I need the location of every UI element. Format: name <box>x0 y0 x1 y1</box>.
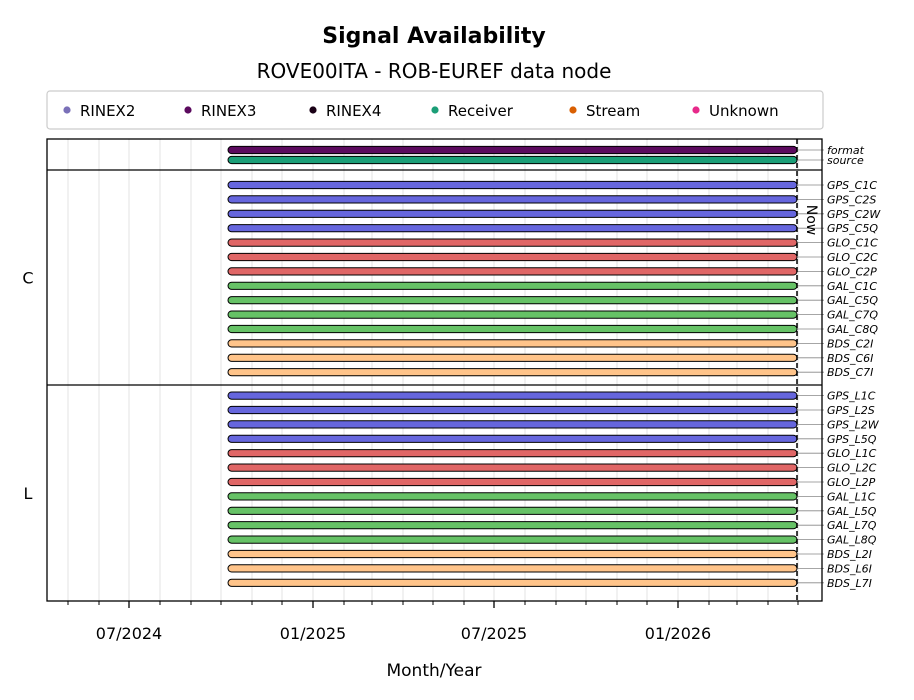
row-label-glo-c2c: GLO_C2C <box>827 251 878 264</box>
bar-bds-l2i <box>227 549 798 559</box>
bar-gal-l1c <box>227 492 798 501</box>
chart-title: Signal Availability <box>322 24 545 49</box>
bar-gal-c1c <box>227 281 798 290</box>
legend-label-receiver: Receiver <box>448 102 514 120</box>
row-label-gal-l7q: GAL_L7Q <box>827 519 877 532</box>
bar-gal-l8q <box>227 535 798 544</box>
bar-glo-l1c <box>227 449 798 458</box>
legend-label-rinex3: RINEX3 <box>201 102 256 120</box>
row-label-glo-c1c: GLO_C1C <box>827 237 878 250</box>
row-label-gps-l5q: GPS_L5Q <box>827 433 877 446</box>
chart-subtitle: ROVE00ITA - ROB-EUREF data node <box>257 59 612 83</box>
rows <box>227 145 824 587</box>
bar-bds-c6i <box>227 353 798 362</box>
row-label-gal-c5q: GAL_C5Q <box>827 294 878 307</box>
row-label-bds-c2i: BDS_C2I <box>827 337 873 350</box>
bar-gal-c8q <box>227 324 798 334</box>
plot-border <box>46 138 823 602</box>
row-label-format: format <box>827 144 865 157</box>
row-label-gal-c8q: GAL_C8Q <box>827 323 878 336</box>
bar-gps-c1c <box>227 180 798 190</box>
bar-bds-l7i <box>227 578 798 587</box>
legend-marker-rinex3 <box>184 106 192 114</box>
legend-item-stream: Stream <box>569 102 640 120</box>
bar-source <box>227 155 798 165</box>
row-label-glo-l1c: GLO_L1C <box>827 447 877 460</box>
legend-item-receiver: Receiver <box>431 102 514 120</box>
legend-item-unknown: Unknown <box>692 102 779 120</box>
bar-bds-c2i <box>227 339 798 348</box>
legend-label-unknown: Unknown <box>709 102 779 120</box>
row-label-gps-l2s: GPS_L2S <box>827 404 875 417</box>
group-label-c: C <box>22 269 33 288</box>
row-label-glo-l2p: GLO_L2P <box>827 476 876 489</box>
legend-marker-unknown <box>692 106 700 114</box>
legend: RINEX2 RINEX3 RINEX4 Receiver Stream Unknown <box>46 90 824 130</box>
bar-gps-c5q <box>227 224 798 233</box>
x-tick-label-07-2024: 07/2024 <box>96 624 162 643</box>
row-label-glo-c2p: GLO_C2P <box>827 265 877 278</box>
legend-marker-receiver <box>431 106 439 114</box>
x-tick-label-01-2026: 01/2026 <box>645 624 711 643</box>
legend-marker-rinex4 <box>309 106 317 114</box>
bar-gal-c7q <box>227 310 798 319</box>
row-label-bds-l7i: BDS_L7I <box>827 577 872 590</box>
row-label-bds-c6i: BDS_C6I <box>827 352 873 365</box>
x-tick-label-01-2025: 01/2025 <box>280 624 346 643</box>
legend-item-rinex2: RINEX2 <box>63 102 135 120</box>
bar-gal-c5q <box>227 296 798 305</box>
bar-bds-c7i <box>227 368 798 377</box>
row-label-gps-l2w: GPS_L2W <box>827 418 880 431</box>
bar-glo-c2p <box>227 267 798 276</box>
bar-gps-l2w <box>227 420 798 429</box>
row-label-gps-c5q: GPS_C5Q <box>827 222 878 235</box>
x-tick-label-07-2025: 07/2025 <box>461 624 527 643</box>
legend-item-rinex4: RINEX4 <box>309 102 381 120</box>
row-label-bds-l6i: BDS_L6I <box>827 562 872 575</box>
bar-format <box>227 145 798 155</box>
bar-gps-l2s <box>227 405 798 415</box>
row-label-glo-l2c: GLO_L2C <box>827 462 877 475</box>
x-axis-label: Month/Year <box>386 661 481 681</box>
row-label-bds-l2i: BDS_L2I <box>827 548 872 561</box>
legend-marker-stream <box>569 106 577 114</box>
row-label-gps-l1c: GPS_L1C <box>827 390 876 403</box>
row-label-gps-c2w: GPS_C2W <box>827 208 881 221</box>
bar-gps-c2w <box>227 209 798 218</box>
now-label: Now <box>803 205 819 236</box>
plot-frame: Now <box>46 138 823 602</box>
x-axis: 07/2024 01/2025 07/2025 01/2026 <box>67 601 799 643</box>
bar-glo-l2p <box>227 477 798 487</box>
bar-gps-l1c <box>227 391 798 400</box>
bar-gps-c2s <box>227 195 798 204</box>
bar-glo-c1c <box>227 238 798 247</box>
row-label-gal-l8q: GAL_L8Q <box>827 534 877 547</box>
row-label-source: source <box>827 154 864 167</box>
row-label-gal-l1c: GAL_L1C <box>827 490 876 503</box>
legend-label-stream: Stream <box>586 102 640 120</box>
row-label-gps-c2s: GPS_C2S <box>827 193 876 206</box>
bar-gps-l5q <box>227 434 798 443</box>
bar-glo-l2c <box>227 463 798 472</box>
bar-gal-l5q <box>227 506 798 515</box>
bar-bds-l6i <box>227 564 798 573</box>
row-label-gps-c1c: GPS_C1C <box>827 179 877 192</box>
row-label-gal-l5q: GAL_L5Q <box>827 505 877 518</box>
group-label-l: L <box>24 484 33 503</box>
bar-gal-l7q <box>227 521 798 530</box>
bar-glo-c2c <box>227 252 798 262</box>
legend-marker-rinex2 <box>63 106 71 114</box>
legend-label-rinex4: RINEX4 <box>326 102 381 120</box>
row-label-gal-c7q: GAL_C7Q <box>827 309 878 322</box>
legend-item-rinex3: RINEX3 <box>184 102 256 120</box>
legend-label-rinex2: RINEX2 <box>80 102 135 120</box>
row-label-gal-c1c: GAL_C1C <box>827 280 877 293</box>
row-label-bds-c7i: BDS_C7I <box>827 366 873 379</box>
